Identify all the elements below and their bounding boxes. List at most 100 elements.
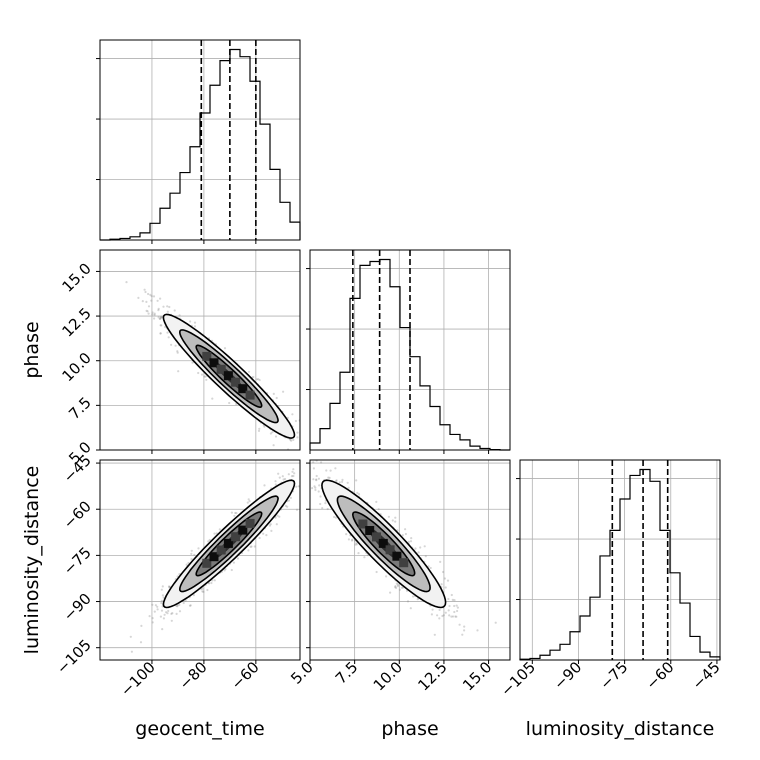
scatter-point [292,468,295,471]
scatter-point [160,315,163,319]
panel-geocent_time-vs-phase [100,250,308,450]
scatter-point [247,370,251,373]
xtick-label-phase-0: 5.0 [287,658,317,688]
scatter-point [450,615,453,618]
scatter-point [152,295,156,298]
scatter-point [357,552,360,555]
scatter-point [163,613,166,616]
frame-phase-vs-luminosity_distance [309,459,511,661]
scatter-point [306,468,308,470]
scatter-point [265,534,268,537]
scatter-point [178,314,181,317]
scatter-point [129,635,132,638]
scatter-point [317,490,320,493]
scatter-point [174,344,177,347]
scatter-point [156,605,159,608]
frame-geocent_time-vs-luminosity_distance [99,459,301,661]
scatter-point [290,439,293,442]
scatter-point [406,600,410,603]
scatter-point [165,611,168,614]
scatter-point [284,443,286,445]
scatter-point [168,586,171,589]
scatter-point [161,585,164,588]
scatter-point [354,543,357,546]
scatter-point [159,324,162,327]
scatter-point [146,310,149,313]
scatter-point [246,501,249,504]
scatter-point [356,491,359,494]
scatter-point [455,615,458,618]
scatter-point [296,436,299,439]
scatter-point [197,371,200,375]
scatter-point [301,453,303,455]
scatter-point [297,452,299,454]
x-axis-label-geocent-time: geocent_time [135,718,264,740]
scatter-point [230,511,233,514]
ytick-label-luminosity_distance-4: −45 [60,451,95,486]
scatter-point [430,613,433,616]
scatter-point [335,479,338,482]
scatter-point [438,617,441,620]
density-cell-0-1-6 [245,390,255,400]
scatter-point [419,546,422,549]
scatter-point [137,296,140,299]
density-cell-0-2-1 [209,552,219,562]
scatter-point [170,619,173,622]
scatter-point [377,508,380,511]
scatter-point [170,612,173,616]
ytick-label-luminosity_distance-0: −105 [53,636,95,678]
scatter-point [304,442,306,444]
scatter-point [334,467,337,470]
scatter-point [218,528,221,531]
hist-frame-luminosity_distance [519,459,721,661]
scatter-point [278,476,281,479]
scatter-point [206,588,209,592]
scatter-point [401,586,404,589]
scatter-point [423,545,426,548]
scatter-point [291,470,294,473]
x-axis-label-luminosity-distance: luminosity_distance [526,718,715,740]
scatter-point [277,472,280,475]
scatter-point [328,476,331,479]
scatter-point [396,583,400,586]
scatter-point [320,461,323,464]
scatter-point [235,511,238,515]
scatter-point [189,604,192,607]
histogram-geocent_time [100,48,301,241]
scatter-point [269,523,272,526]
scatter-point [213,579,216,582]
ytick-label-phase-2: 10.0 [58,349,94,385]
xtick-label-luminosity_distance-2: −75 [596,658,631,693]
scatter-point [303,444,305,446]
scatter-point [151,617,154,620]
scatter-point [139,641,143,644]
scatter-point [175,612,178,616]
x-axis-label-phase: phase [381,718,438,740]
scatter-point [404,528,407,531]
density-cell-1-2-3 [378,538,388,548]
xtick-label-luminosity_distance-3: −60 [642,658,677,693]
scatter-point [302,475,304,477]
scatter-point [451,598,454,602]
scatter-point [287,499,291,502]
scatter-point [334,516,338,519]
xtick-label-geocent_time-0: −100 [117,658,159,700]
scatter-point [444,611,447,614]
scatter-point [204,375,207,378]
scatter-point [208,538,211,542]
scatter-point [270,529,273,533]
scatter-point [306,447,308,449]
scatter-point [427,565,430,568]
scatter-point [258,379,261,382]
scatter-point [453,604,456,608]
scatter-point [391,519,394,522]
scatter-point [167,585,171,588]
scatter-point [257,378,260,381]
scatter-point [313,485,316,488]
density-cell-1-2-2 [372,532,381,542]
scatter-point [279,457,281,459]
scatter-point [281,475,284,478]
scatter-point [401,534,404,537]
scatter-point [322,457,324,459]
scatter-point [187,561,190,565]
